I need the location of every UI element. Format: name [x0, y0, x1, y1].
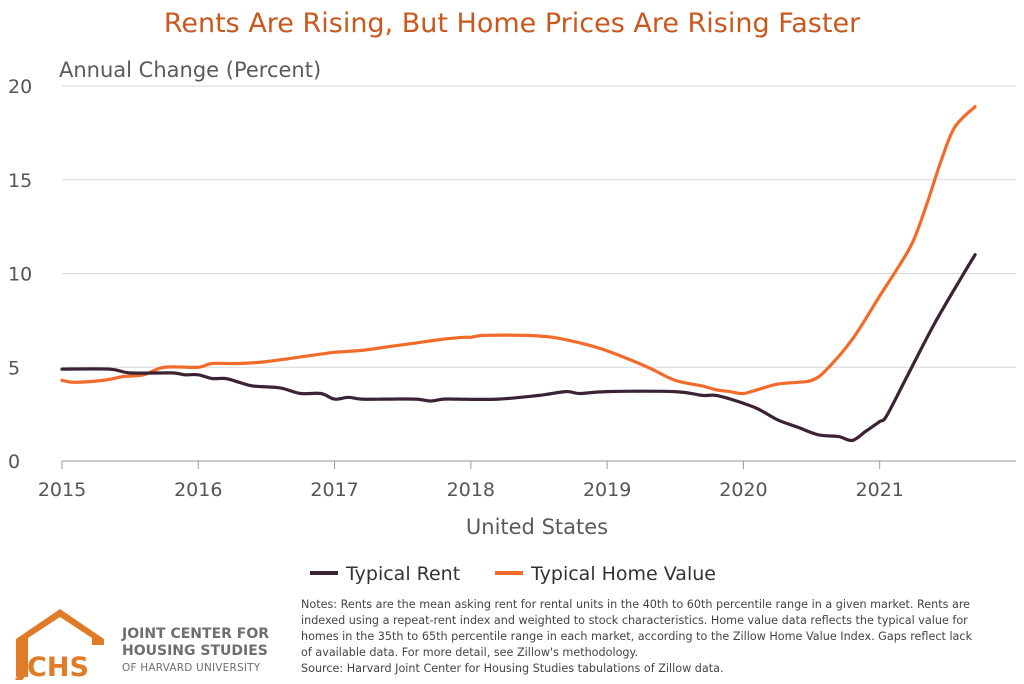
logo-text: JOINT CENTER FOR HOUSING STUDIES OF HARV…	[122, 626, 269, 677]
x-tick-label: 2018	[447, 479, 495, 501]
chart-title: Rents Are Rising, But Home Prices Are Ri…	[164, 8, 861, 39]
chart-notes: Notes: Rents are the mean asking rent fo…	[301, 597, 1023, 677]
x-axis-ticks: 2015 2016 2017 2018 2019 2020 2021	[38, 461, 904, 501]
notes-line: of available data. For more detail, see …	[301, 646, 639, 659]
series-line-typical-rent	[60, 253, 977, 443]
y-axis-ticks: 0 5 10 15 20	[8, 76, 32, 473]
series-line-typical-home-value	[60, 105, 977, 396]
logo-mark: JCHS	[15, 652, 89, 680]
source-line: Source: Harvard Joint Center for Housing…	[301, 662, 724, 675]
jchs-logo: JCHS	[14, 605, 274, 683]
logo-line-2: HOUSING STUDIES	[122, 643, 268, 659]
gridlines	[62, 85, 1016, 462]
house-logo-icon: JCHS	[15, 609, 104, 683]
x-tick-label: 2019	[583, 479, 631, 501]
x-axis-label: United States	[466, 515, 608, 539]
x-tick-label: 2016	[174, 479, 222, 501]
legend-item-typical-rent: Typical Rent	[310, 563, 460, 585]
x-tick-label: 2020	[719, 479, 767, 501]
line-chart: Rents Are Rising, But Home Prices Are Ri…	[8, 8, 1016, 585]
notes-line: indexed using a repeat-rent index and we…	[301, 614, 968, 627]
logo-line-3: OF HARVARD UNIVERSITY	[122, 662, 261, 674]
y-tick-label: 0	[8, 451, 20, 473]
x-tick-label: 2015	[38, 479, 86, 501]
notes-line: Notes: Rents are the mean asking rent fo…	[301, 598, 971, 611]
y-tick-label: 20	[8, 76, 32, 98]
x-tick-label: 2021	[856, 479, 904, 501]
notes-line: homes in the 35th to 65th percentile ran…	[301, 630, 973, 643]
y-tick-label: 5	[8, 357, 20, 379]
series-lines	[60, 105, 977, 443]
logo-line-1: JOINT CENTER FOR	[122, 626, 270, 642]
y-tick-label: 15	[8, 170, 32, 192]
y-tick-label: 10	[8, 264, 32, 286]
legend: Typical Rent Typical Home Value	[310, 563, 716, 585]
x-tick-label: 2017	[310, 479, 358, 501]
legend-label: Typical Home Value	[530, 563, 716, 585]
y-axis-label: Annual Change (Percent)	[59, 58, 321, 82]
legend-label: Typical Rent	[345, 563, 460, 585]
legend-item-typical-home-value: Typical Home Value	[495, 563, 716, 585]
